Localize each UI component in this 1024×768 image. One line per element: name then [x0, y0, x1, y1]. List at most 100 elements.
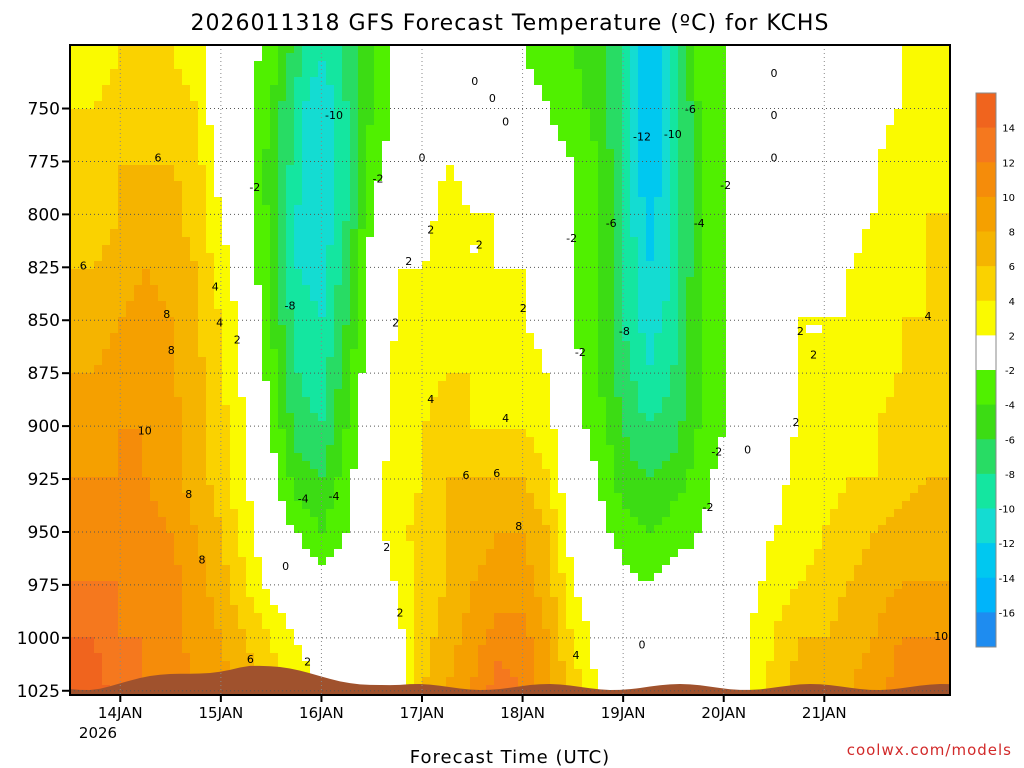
temp-cell: [102, 317, 111, 326]
temp-cell: [94, 501, 103, 510]
temp-cell: [230, 389, 239, 398]
temp-cell: [262, 413, 271, 422]
temp-cell: [542, 197, 551, 206]
temp-cell: [502, 381, 511, 390]
temp-cell: [374, 173, 383, 182]
temp-cell: [366, 613, 375, 622]
temp-cell: [78, 485, 87, 494]
temp-cell: [262, 149, 271, 158]
temp-cell: [206, 165, 215, 174]
temp-cell: [430, 189, 439, 198]
temp-cell: [158, 557, 167, 566]
temp-cell: [526, 149, 535, 158]
temp-cell: [366, 317, 375, 326]
temp-cell: [302, 461, 311, 470]
temp-cell: [222, 485, 231, 494]
temp-cell: [238, 477, 247, 486]
temp-cell: [278, 517, 287, 526]
temp-cell: [230, 333, 239, 342]
temp-cell: [262, 477, 271, 486]
temp-cell: [318, 253, 327, 262]
temp-cell: [294, 637, 303, 646]
temp-cell: [246, 125, 255, 134]
temp-cell: [238, 53, 247, 62]
temp-cell: [550, 197, 559, 206]
temp-cell: [374, 493, 383, 502]
temp-cell: [86, 413, 95, 422]
temp-cell: [278, 661, 287, 670]
temp-cell: [534, 437, 543, 446]
temp-cell: [206, 397, 215, 406]
temp-cell: [446, 573, 455, 582]
temp-cell: [118, 101, 127, 110]
temp-cell: [150, 181, 159, 190]
temp-cell: [526, 285, 535, 294]
temp-cell: [150, 637, 159, 646]
temp-cell: [446, 61, 455, 70]
temp-cell: [454, 381, 463, 390]
temp-cell: [510, 45, 519, 54]
temp-cell: [534, 453, 543, 462]
temp-cell: [294, 405, 303, 414]
temp-cell: [310, 213, 319, 222]
temp-cell: [302, 301, 311, 310]
temp-cell: [262, 357, 271, 366]
temp-cell: [158, 469, 167, 478]
temp-cell: [422, 533, 431, 542]
temp-cell: [398, 461, 407, 470]
temp-cell: [318, 189, 327, 198]
temp-cell: [150, 93, 159, 102]
temp-cell: [526, 421, 535, 430]
temp-cell: [174, 549, 183, 558]
temp-cell: [302, 517, 311, 526]
temp-cell: [94, 461, 103, 470]
temp-cell: [302, 261, 311, 270]
temp-cell: [430, 277, 439, 286]
temp-cell: [534, 557, 543, 566]
temp-cell: [526, 589, 535, 598]
temp-cell: [390, 381, 399, 390]
temp-cell: [310, 341, 319, 350]
temp-cell: [310, 421, 319, 430]
temp-cell: [254, 653, 263, 662]
temp-cell: [350, 413, 359, 422]
temp-cell: [302, 173, 311, 182]
temp-cell: [206, 141, 215, 150]
temp-cell: [302, 501, 311, 510]
temp-cell: [206, 493, 215, 502]
temp-cell: [230, 477, 239, 486]
temp-cell: [134, 237, 143, 246]
temp-cell: [182, 517, 191, 526]
temp-cell: [102, 421, 111, 430]
temp-cell: [238, 445, 247, 454]
temp-cell: [502, 77, 511, 86]
temp-cell: [254, 325, 263, 334]
temp-cell: [222, 525, 231, 534]
temp-cell: [462, 205, 471, 214]
temp-cell: [478, 501, 487, 510]
temp-cell: [534, 101, 543, 110]
temp-cell: [318, 341, 327, 350]
temp-cell: [142, 437, 151, 446]
temp-cell: [310, 453, 319, 462]
temp-cell: [342, 525, 351, 534]
temp-cell: [502, 85, 511, 94]
temp-cell: [470, 509, 479, 518]
temp-cell: [86, 101, 95, 110]
temp-cell: [102, 677, 111, 686]
temp-cell: [446, 629, 455, 638]
temp-cell: [446, 445, 455, 454]
temp-cell: [350, 133, 359, 142]
temp-cell: [294, 661, 303, 670]
temp-cell: [342, 261, 351, 270]
temp-cell: [94, 413, 103, 422]
temp-cell: [126, 365, 135, 374]
temp-cell: [438, 301, 447, 310]
temp-cell: [470, 61, 479, 70]
temp-cell: [294, 197, 303, 206]
temp-cell: [406, 381, 415, 390]
temp-cell: [422, 429, 431, 438]
temp-cell: [454, 397, 463, 406]
temp-cell: [142, 621, 151, 630]
temp-cell: [70, 653, 79, 662]
